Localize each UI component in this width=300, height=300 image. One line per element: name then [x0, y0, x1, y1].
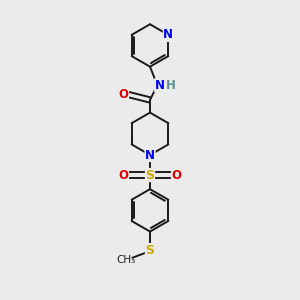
Text: O: O	[118, 88, 128, 100]
Text: S: S	[146, 244, 154, 256]
Text: O: O	[118, 169, 128, 182]
Text: N: N	[155, 79, 165, 92]
Text: N: N	[145, 148, 155, 161]
Text: S: S	[146, 169, 154, 182]
Text: N: N	[164, 28, 173, 41]
Text: CH₃: CH₃	[116, 254, 135, 265]
Text: O: O	[172, 169, 182, 182]
Text: H: H	[166, 79, 176, 92]
